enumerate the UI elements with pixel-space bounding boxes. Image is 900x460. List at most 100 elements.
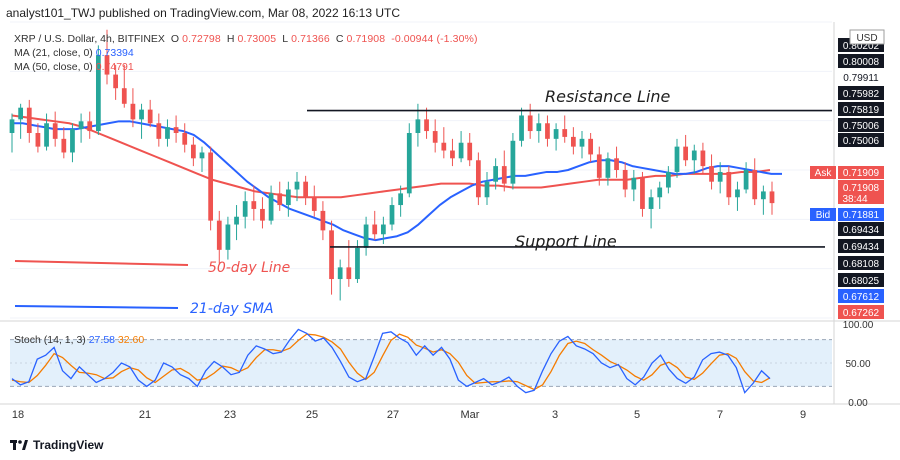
candle-body xyxy=(44,123,49,147)
candle-body xyxy=(26,107,32,133)
price-tick-label: 0.68108 xyxy=(843,259,880,270)
price-tick-label: 0.75006 xyxy=(843,136,880,147)
time-tick-label: 9 xyxy=(800,409,806,421)
candle-body xyxy=(726,171,732,198)
candle-body xyxy=(553,129,559,139)
close-label: C xyxy=(335,33,344,45)
candle-body xyxy=(130,103,136,120)
bid-label: Bid xyxy=(816,210,830,221)
candle-body xyxy=(458,142,464,159)
candle-body xyxy=(467,142,473,161)
candle-body xyxy=(665,171,671,188)
price-tick-label: 0.68025 xyxy=(843,276,880,287)
candle-body xyxy=(18,107,24,120)
ask-tag: Ask 0.71909 xyxy=(810,166,884,179)
bid-tag: Bid 0.71881 xyxy=(810,208,884,221)
time-tick-label: 5 xyxy=(634,409,640,421)
close-value: 0.71908 xyxy=(346,33,386,45)
candle-body xyxy=(182,133,188,145)
price-tick-box xyxy=(838,239,884,253)
candle-body xyxy=(225,224,231,250)
ask-price: 0.71909 xyxy=(843,168,880,179)
candle-body xyxy=(683,146,689,161)
candle-body xyxy=(441,142,447,151)
symbol-label: XRP / U.S. Dollar, 4h, BITFINEX xyxy=(14,33,165,45)
candle-body xyxy=(596,154,602,178)
candle-body xyxy=(406,133,412,194)
candle-body xyxy=(579,138,585,147)
price-tick-label: 0.67262 xyxy=(843,308,880,319)
price-tick-box xyxy=(838,305,884,319)
candle-body xyxy=(346,267,352,280)
candle-body xyxy=(104,55,110,75)
candle-body xyxy=(493,166,499,182)
candle-body xyxy=(562,129,568,137)
trend-lines xyxy=(14,109,832,309)
candle-body xyxy=(622,170,628,190)
high-label: H xyxy=(226,33,235,45)
currency-label: USD xyxy=(856,33,877,44)
candle-body xyxy=(242,201,248,217)
candle-body xyxy=(35,133,41,147)
price-tick-box xyxy=(838,102,884,116)
price-tick-label: 0.79911 xyxy=(843,73,879,84)
ma21-annotation-line xyxy=(14,305,179,309)
time-axis: 18 21 23 25 27 Mar 3 5 7 9 xyxy=(12,409,806,421)
grid-lines xyxy=(0,21,900,405)
price-tick-label: 0.67612 xyxy=(843,292,880,303)
time-tick-label: 21 xyxy=(139,409,151,421)
price-tick-label: 0.80008 xyxy=(843,57,880,68)
candle-body xyxy=(78,121,84,130)
candle-body xyxy=(760,191,766,200)
time-tick-label: 27 xyxy=(387,409,399,421)
ask-label: Ask xyxy=(815,168,833,179)
ma21-value: 0.73394 xyxy=(95,47,134,59)
bid-price: 0.71881 xyxy=(843,210,880,221)
price-tick-box xyxy=(838,133,884,147)
candle-body xyxy=(631,177,637,190)
candle-body xyxy=(173,127,179,133)
candle-body xyxy=(743,170,749,190)
price-tick-label: 0.69434 xyxy=(843,225,880,236)
stoch-tick-label: 100.00 xyxy=(843,320,874,331)
candle-body xyxy=(121,88,127,104)
stoch-label: Stoch (14, 1, 3) xyxy=(14,334,86,346)
last-price-tag: 0.71908 38:44 xyxy=(838,180,884,205)
ma50-annotation-line xyxy=(14,260,189,266)
candle-body xyxy=(113,74,119,89)
candle-body xyxy=(648,197,654,209)
candle-body xyxy=(519,115,524,141)
candle-body xyxy=(484,181,490,198)
candle-body xyxy=(260,208,265,221)
stoch-lines xyxy=(11,328,771,394)
ma50-value: 0.74791 xyxy=(95,61,134,73)
ohlc-values: O 0.72798 H 0.73005 L 0.71366 C 0.71908 -0.0… xyxy=(171,33,481,45)
resistance-label: Resistance Line xyxy=(545,87,671,106)
price-tick-label: 0.80202 xyxy=(843,41,880,52)
ma21-annotation: 21-day SMA xyxy=(190,301,274,317)
price-tick-box xyxy=(838,86,884,100)
support-label: Support Line xyxy=(515,232,617,251)
candle-body xyxy=(432,131,438,143)
time-tick-label: 25 xyxy=(306,409,318,421)
stoch-tick-label: 0.00 xyxy=(848,398,868,409)
candle-body xyxy=(570,136,576,147)
time-tick-label: 3 xyxy=(552,409,558,421)
candle-body xyxy=(337,267,343,280)
candle-body xyxy=(424,119,429,132)
chart-legend: XRP / U.S. Dollar, 4h, BITFINEX O 0.72798… xyxy=(14,32,484,74)
candle-body xyxy=(363,224,369,248)
candle-body xyxy=(674,146,680,172)
candle-body xyxy=(657,187,663,198)
stoch-k-line xyxy=(11,328,771,394)
price-tick-box xyxy=(838,118,884,132)
ma21-line xyxy=(12,120,782,242)
last-price: 0.71908 xyxy=(843,183,880,194)
candle-body xyxy=(251,201,257,209)
price-tick-label: 0.75982 xyxy=(843,89,880,100)
candle-body xyxy=(769,191,775,204)
ma50-annotation: 50-day Line xyxy=(208,260,290,276)
price-axis: 0.80202 0.80008 0.79911 0.75982 0.75819 0.750… xyxy=(838,38,884,409)
candle-body xyxy=(329,230,334,280)
